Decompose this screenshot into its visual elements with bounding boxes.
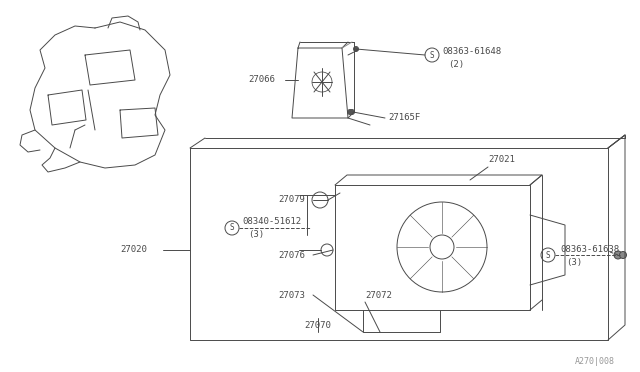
- Circle shape: [620, 251, 627, 259]
- Text: (3): (3): [248, 231, 264, 240]
- Text: 27165F: 27165F: [388, 113, 420, 122]
- Text: 27079: 27079: [278, 196, 305, 205]
- Text: 27073: 27073: [278, 291, 305, 299]
- Text: (3): (3): [566, 259, 582, 267]
- Circle shape: [614, 251, 622, 259]
- Text: 27070: 27070: [305, 321, 332, 330]
- Text: 08363-61648: 08363-61648: [442, 48, 501, 57]
- Text: 08340-51612: 08340-51612: [242, 218, 301, 227]
- Text: 27072: 27072: [365, 291, 392, 299]
- Circle shape: [348, 109, 353, 115]
- Text: 27066: 27066: [248, 76, 275, 84]
- Text: 27076: 27076: [278, 250, 305, 260]
- Text: S: S: [230, 224, 234, 232]
- Text: A270|008: A270|008: [575, 357, 615, 366]
- Text: (2): (2): [448, 61, 464, 70]
- Circle shape: [353, 46, 358, 51]
- Text: S: S: [429, 51, 435, 60]
- Text: 08363-61638: 08363-61638: [560, 246, 619, 254]
- Text: 27020: 27020: [120, 246, 147, 254]
- Text: S: S: [546, 250, 550, 260]
- Text: 27021: 27021: [488, 155, 515, 164]
- Circle shape: [349, 109, 355, 115]
